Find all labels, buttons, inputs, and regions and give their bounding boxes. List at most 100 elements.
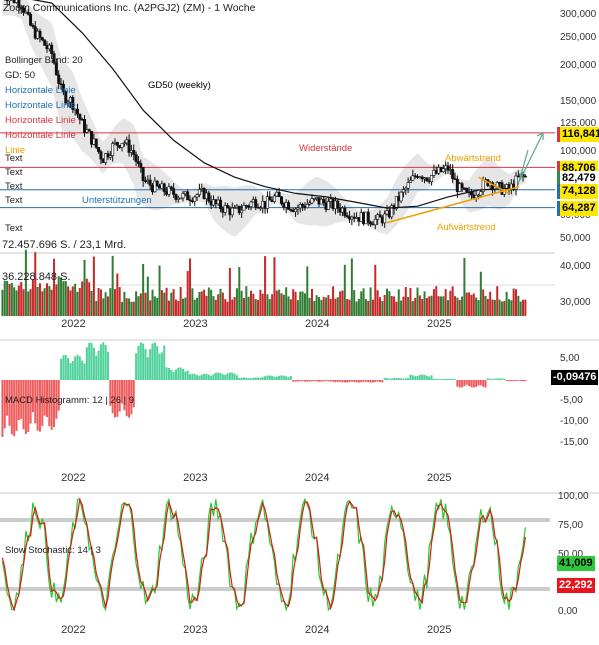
macd-bar [264, 376, 267, 380]
candle-body [78, 113, 82, 120]
volume-bar [50, 289, 53, 316]
candle-body [115, 142, 119, 146]
macd-bar [92, 347, 95, 380]
volume-bar [355, 301, 358, 316]
candle-body [460, 183, 464, 189]
candle-body [221, 208, 225, 213]
macd-bar [271, 375, 274, 380]
volume-bar [320, 299, 323, 316]
candle-body [50, 44, 54, 54]
macd-bar [402, 378, 405, 380]
macd-bar [38, 380, 41, 432]
candle-body [312, 198, 316, 200]
volume-bar [397, 289, 400, 316]
macd-bar [470, 380, 473, 388]
macd-bar [364, 380, 367, 382]
candle-body [148, 179, 152, 186]
candle-body [448, 169, 452, 171]
macd-bar [36, 380, 39, 431]
macd-bar [332, 380, 335, 382]
macd-bar [266, 375, 269, 380]
volume-bar [416, 287, 419, 316]
candle-body [36, 30, 40, 39]
macd-bar [99, 344, 102, 380]
candle-body [394, 196, 398, 210]
volume-bar [254, 299, 257, 316]
candle-body [434, 170, 438, 174]
volume-bar [97, 288, 100, 316]
macd-bar [137, 346, 140, 380]
candle-body [176, 197, 180, 200]
volume-bar [306, 266, 309, 316]
x-axis-tick: 2025 [426, 624, 452, 636]
macd-bar [357, 380, 360, 383]
macd-bar [376, 380, 379, 382]
volume-bar [83, 259, 86, 316]
macd-bar [212, 374, 215, 380]
volume-bar [43, 288, 46, 316]
volume-bar [165, 287, 168, 316]
candle-body [256, 206, 260, 209]
macd-bar [435, 378, 438, 380]
macd-bar [348, 380, 351, 383]
macd-bar [395, 377, 398, 380]
macd-bar [233, 373, 236, 380]
legend-item: Horizontale Linie [5, 115, 76, 126]
volume-bar [376, 290, 379, 316]
volume-bar [442, 296, 445, 316]
macd-bar [383, 377, 386, 380]
candle-body [247, 205, 251, 208]
candle-body [146, 179, 150, 182]
volume-bar [301, 291, 304, 316]
volume-bar [503, 301, 506, 316]
volume-bar [371, 299, 374, 316]
volume-bar [360, 291, 363, 316]
macd-bar [388, 378, 391, 380]
candle-body [378, 214, 382, 218]
resistance-label: Widerstände [299, 143, 353, 154]
macd-bar [167, 367, 170, 380]
macd-bar [468, 380, 471, 387]
candle-body [472, 194, 476, 199]
candle-body [179, 197, 183, 200]
volume-bar [116, 273, 119, 316]
volume-bar [88, 282, 91, 316]
macd-bar [500, 378, 503, 380]
macd-bar [294, 380, 297, 382]
volume-summary: 72.457.696 S. / 23,1 Mrd. [2, 239, 127, 251]
candle-body [437, 167, 441, 174]
macd-bar [268, 375, 271, 380]
candle-body [214, 199, 218, 205]
candle-body [268, 196, 272, 201]
volume-bar [29, 289, 32, 316]
candle-body [29, 13, 33, 26]
volume-bar [3, 280, 6, 316]
macd-bar [62, 355, 65, 380]
volume-bar [193, 299, 196, 316]
volume-bar [341, 290, 344, 316]
volume-bar [444, 289, 447, 316]
macd-axis-tick: -15,00 [560, 437, 589, 448]
candle-body [289, 209, 293, 211]
candle-body [322, 198, 326, 204]
macd-bar [121, 380, 124, 404]
volume-bar [235, 288, 238, 316]
volume-bar [364, 299, 367, 316]
candle-body [129, 150, 133, 153]
volume-bar [470, 294, 473, 316]
macd-bar [10, 380, 13, 435]
macd-bar [278, 375, 281, 380]
candle-body [439, 167, 443, 172]
legend-item: Horizontale Linie [5, 85, 76, 96]
stochastic-value-tag: 22,292 [557, 578, 595, 593]
price-axis-tick: 250,000 [560, 31, 597, 43]
candle-body [369, 221, 373, 225]
macd-bar [57, 380, 60, 411]
volume-bar [458, 299, 461, 316]
volume-bar [491, 299, 494, 316]
candle-body [47, 44, 51, 50]
volume-bar [196, 297, 199, 316]
candle-body [331, 198, 335, 210]
macd-bar [179, 367, 182, 380]
